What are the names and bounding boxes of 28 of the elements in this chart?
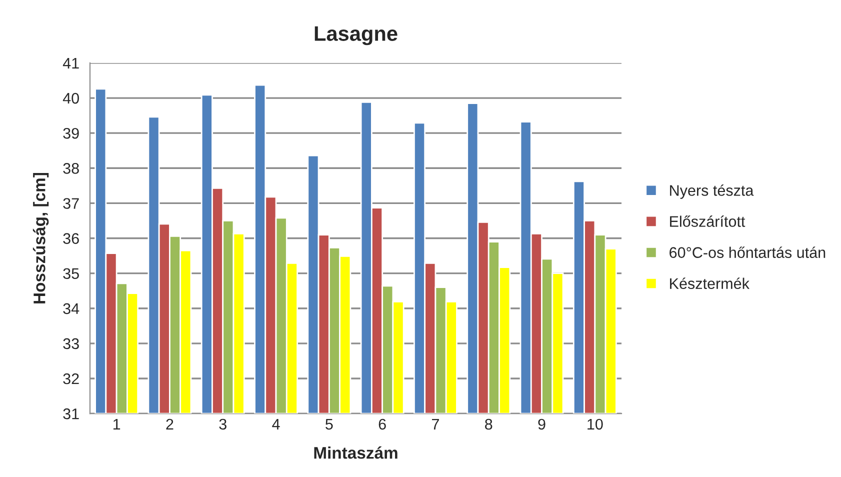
x-tick-label: 4 (272, 418, 280, 430)
x-tick-label: 1 (113, 418, 120, 430)
legend-label: Előszárított (670, 216, 746, 227)
y-tick-label: 34 (63, 303, 80, 314)
x-tick-label: 2 (166, 418, 174, 430)
y-tick-label: 41 (62, 58, 79, 68)
y-tick-label: 35 (63, 268, 79, 280)
chart-title: Lasagne (314, 26, 398, 46)
y-tick-label: 31 (63, 408, 79, 420)
y-tick-label: 33 (63, 338, 79, 350)
x-tick-label: 7 (432, 418, 439, 430)
x-tick-label: 9 (538, 418, 546, 430)
y-tick-label: 39 (63, 128, 79, 139)
x-tick-label: 10 (588, 418, 603, 430)
y-axis-title: Hosszúság, [cm] (32, 172, 49, 304)
y-tick-label: 40 (62, 92, 79, 104)
legend-label: Késztermék (670, 278, 750, 290)
y-tick-label: 32 (63, 373, 79, 384)
x-tick-label: 3 (219, 418, 226, 430)
y-tick-label: 38 (63, 163, 79, 174)
x-tick-label: 6 (378, 418, 386, 430)
legend-label: Nyers tészta (670, 184, 754, 199)
x-axis-title: Mintaszám (314, 446, 398, 459)
y-tick-label: 37 (63, 198, 79, 209)
y-tick-label: 36 (63, 233, 79, 244)
x-tick-label: 8 (485, 418, 492, 430)
legend-label: 60°C-os hőntartás után (670, 246, 826, 258)
x-tick-label: 5 (326, 418, 333, 430)
